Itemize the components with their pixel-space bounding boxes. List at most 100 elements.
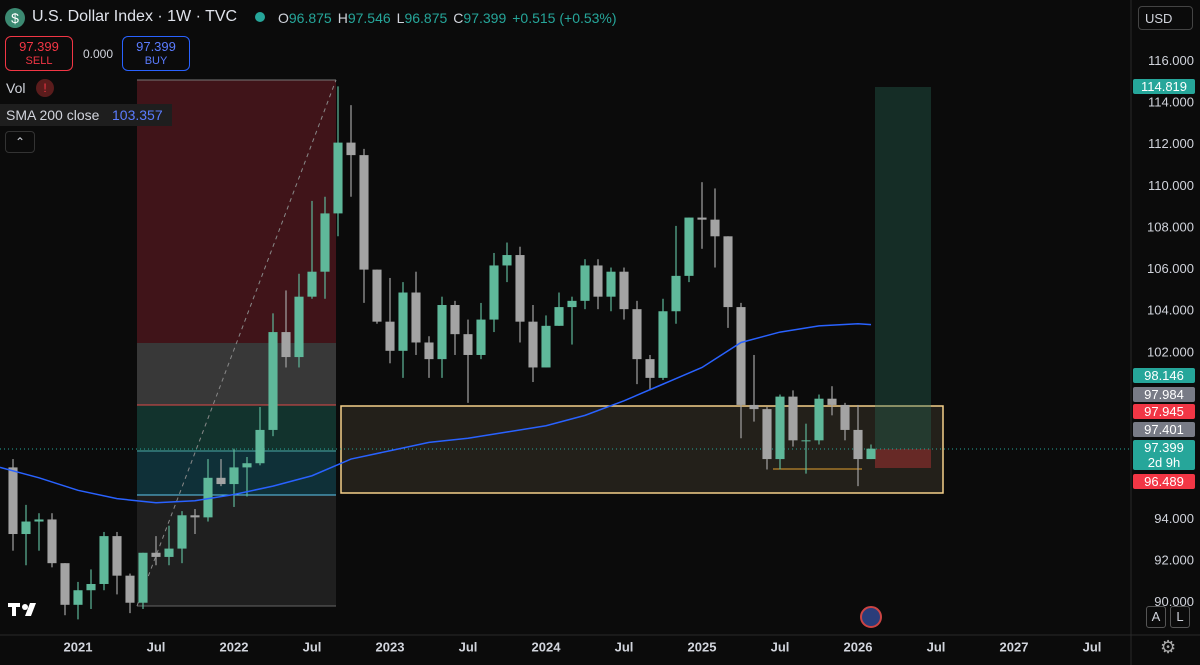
candle-body	[47, 519, 57, 564]
x-tick-label: Jul	[1083, 639, 1102, 654]
candle	[359, 148, 369, 303]
candle	[697, 182, 707, 249]
candle	[177, 511, 187, 564]
x-tick-label: 2027	[1000, 639, 1029, 654]
candle-body	[242, 463, 252, 468]
candle-body	[99, 536, 109, 584]
price-tag: 96.489	[1133, 474, 1195, 489]
diagonal	[136, 79, 337, 607]
ohlc-key: L	[396, 10, 405, 26]
candle	[541, 315, 551, 368]
candle	[476, 302, 486, 360]
candle	[827, 386, 837, 416]
market-status	[255, 12, 265, 22]
candle	[684, 217, 694, 283]
candle-body	[684, 217, 694, 276]
candle-body	[437, 305, 447, 360]
candle	[710, 188, 720, 268]
price-tag-value: 98.146	[1144, 368, 1184, 383]
tv-logo	[8, 603, 36, 616]
candle-body	[567, 300, 577, 308]
candle-body	[177, 515, 187, 549]
candle	[762, 407, 772, 470]
candle	[554, 292, 564, 326]
candle	[658, 298, 668, 380]
price-tag-value: 114.819	[1140, 79, 1188, 94]
ohlc-key: O	[278, 10, 289, 26]
ohlc-change: +0.515 (+0.53%)	[512, 10, 617, 26]
scale-button[interactable]: A	[1146, 606, 1166, 628]
ohlc-value: 96.875	[288, 10, 332, 26]
candle-body	[424, 342, 434, 360]
candle	[437, 296, 447, 378]
ohlc-key: C	[453, 10, 464, 26]
gray-zone	[137, 343, 336, 405]
candle-body	[268, 332, 278, 430]
event-flag[interactable]	[860, 606, 882, 628]
x-tick-label: 2024	[532, 639, 562, 654]
candle-body	[502, 255, 512, 266]
collapse-button[interactable]: ⌃	[5, 131, 35, 153]
y-tick-label: 114.000	[1148, 94, 1194, 109]
candle	[580, 259, 590, 310]
candle-body	[749, 404, 759, 410]
ohlc-row: O96.875 H97.546 L96.875 C97.399 +0.515 (+0.5…	[278, 10, 617, 26]
candle	[515, 246, 525, 343]
candle-body	[762, 409, 772, 460]
candle	[112, 531, 122, 595]
candle	[255, 407, 265, 466]
candle	[203, 459, 213, 522]
teal-zone	[137, 405, 336, 451]
candle-body	[203, 477, 213, 518]
vol-alert[interactable]: !	[36, 79, 54, 97]
candle-body	[593, 265, 603, 297]
candle	[489, 252, 499, 333]
candle	[775, 394, 785, 470]
symbol-title[interactable]: U.S. Dollar Index · 1W · TVC	[32, 8, 238, 25]
indicator-name: SMA 200 close	[6, 107, 100, 123]
price-tag-countdown: 2d 9h	[1147, 455, 1181, 470]
candle	[801, 423, 811, 474]
candle-body	[866, 448, 876, 460]
candle-body	[73, 590, 83, 605]
vol-label[interactable]: Vol	[6, 80, 26, 96]
drawings	[0, 79, 1131, 607]
candle	[593, 259, 603, 310]
price-tag-value: 97.399	[1144, 440, 1184, 455]
x-tick-label: Jul	[615, 639, 634, 654]
target-zone	[875, 87, 931, 449]
sell-button[interactable]: 97.399 SELL	[5, 36, 73, 71]
ohlc-value: 97.399	[463, 10, 507, 26]
buy-button[interactable]: 97.399 BUY	[122, 36, 190, 71]
candle	[528, 305, 538, 383]
y-tick-label: 94.000	[1154, 511, 1194, 526]
candle	[411, 271, 421, 355]
candle-body	[554, 307, 564, 326]
y-tick-label: 90.000	[1154, 594, 1194, 609]
candle	[34, 513, 44, 551]
price-tag: 97.401	[1133, 422, 1195, 437]
candle	[346, 105, 356, 197]
indicator-row[interactable]	[0, 104, 172, 126]
sell-label: SELL	[25, 55, 53, 67]
candle	[398, 282, 408, 378]
candle-body	[840, 404, 850, 430]
scale-button[interactable]: L	[1170, 606, 1190, 628]
candle-body	[801, 440, 811, 442]
x-tick-label: 2022	[220, 639, 249, 654]
candle-body	[8, 467, 18, 535]
candle	[60, 563, 70, 616]
candle-body	[645, 359, 655, 378]
candle	[307, 200, 317, 299]
candle-body	[775, 396, 785, 460]
currency-select[interactable]: USD	[1138, 6, 1193, 30]
candle-body	[853, 429, 863, 460]
symbol-icon: $	[5, 8, 25, 28]
settings-button[interactable]: ⚙	[1160, 637, 1177, 657]
price-tag: 114.819	[1133, 79, 1195, 94]
x-tick-label: 2025	[688, 639, 717, 654]
candle-body	[515, 255, 525, 322]
candle	[450, 300, 460, 355]
